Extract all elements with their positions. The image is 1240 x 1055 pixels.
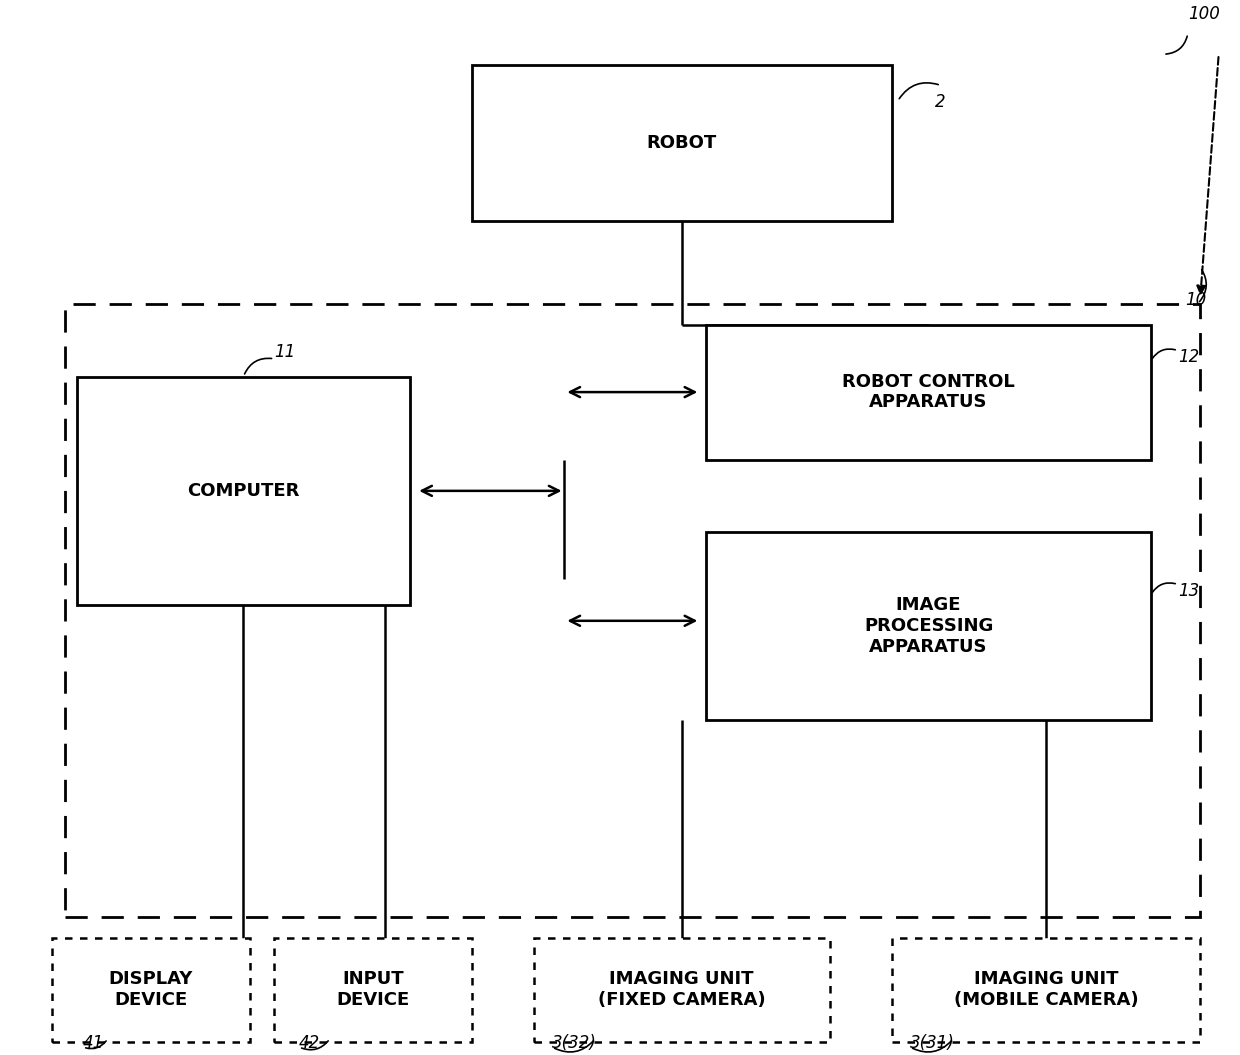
Text: 3(31): 3(31) <box>910 1034 955 1052</box>
Text: 10: 10 <box>1185 291 1207 309</box>
Text: ROBOT: ROBOT <box>646 134 717 152</box>
Bar <box>472 64 892 220</box>
Text: COMPUTER: COMPUTER <box>187 482 300 500</box>
Bar <box>77 377 410 606</box>
Text: 11: 11 <box>274 343 295 361</box>
Text: IMAGE
PROCESSING
APPARATUS: IMAGE PROCESSING APPARATUS <box>864 596 993 656</box>
Text: 3(32): 3(32) <box>552 1034 596 1052</box>
Text: INPUT
DEVICE: INPUT DEVICE <box>336 971 409 1010</box>
Bar <box>707 533 1151 720</box>
Bar <box>274 938 472 1042</box>
Text: 2: 2 <box>935 94 945 112</box>
Bar <box>892 938 1200 1042</box>
Text: 12: 12 <box>1178 348 1199 366</box>
Bar <box>533 938 830 1042</box>
Bar <box>64 304 1200 917</box>
Text: DISPLAY
DEVICE: DISPLAY DEVICE <box>109 971 193 1010</box>
Text: 100: 100 <box>1188 5 1220 23</box>
Text: 42: 42 <box>299 1034 320 1052</box>
Text: ROBOT CONTROL
APPARATUS: ROBOT CONTROL APPARATUS <box>842 372 1016 411</box>
Text: IMAGING UNIT
(FIXED CAMERA): IMAGING UNIT (FIXED CAMERA) <box>598 971 765 1010</box>
Bar <box>707 325 1151 460</box>
Text: 41: 41 <box>83 1034 104 1052</box>
Text: 13: 13 <box>1178 582 1199 600</box>
Bar <box>52 938 249 1042</box>
Text: IMAGING UNIT
(MOBILE CAMERA): IMAGING UNIT (MOBILE CAMERA) <box>954 971 1138 1010</box>
